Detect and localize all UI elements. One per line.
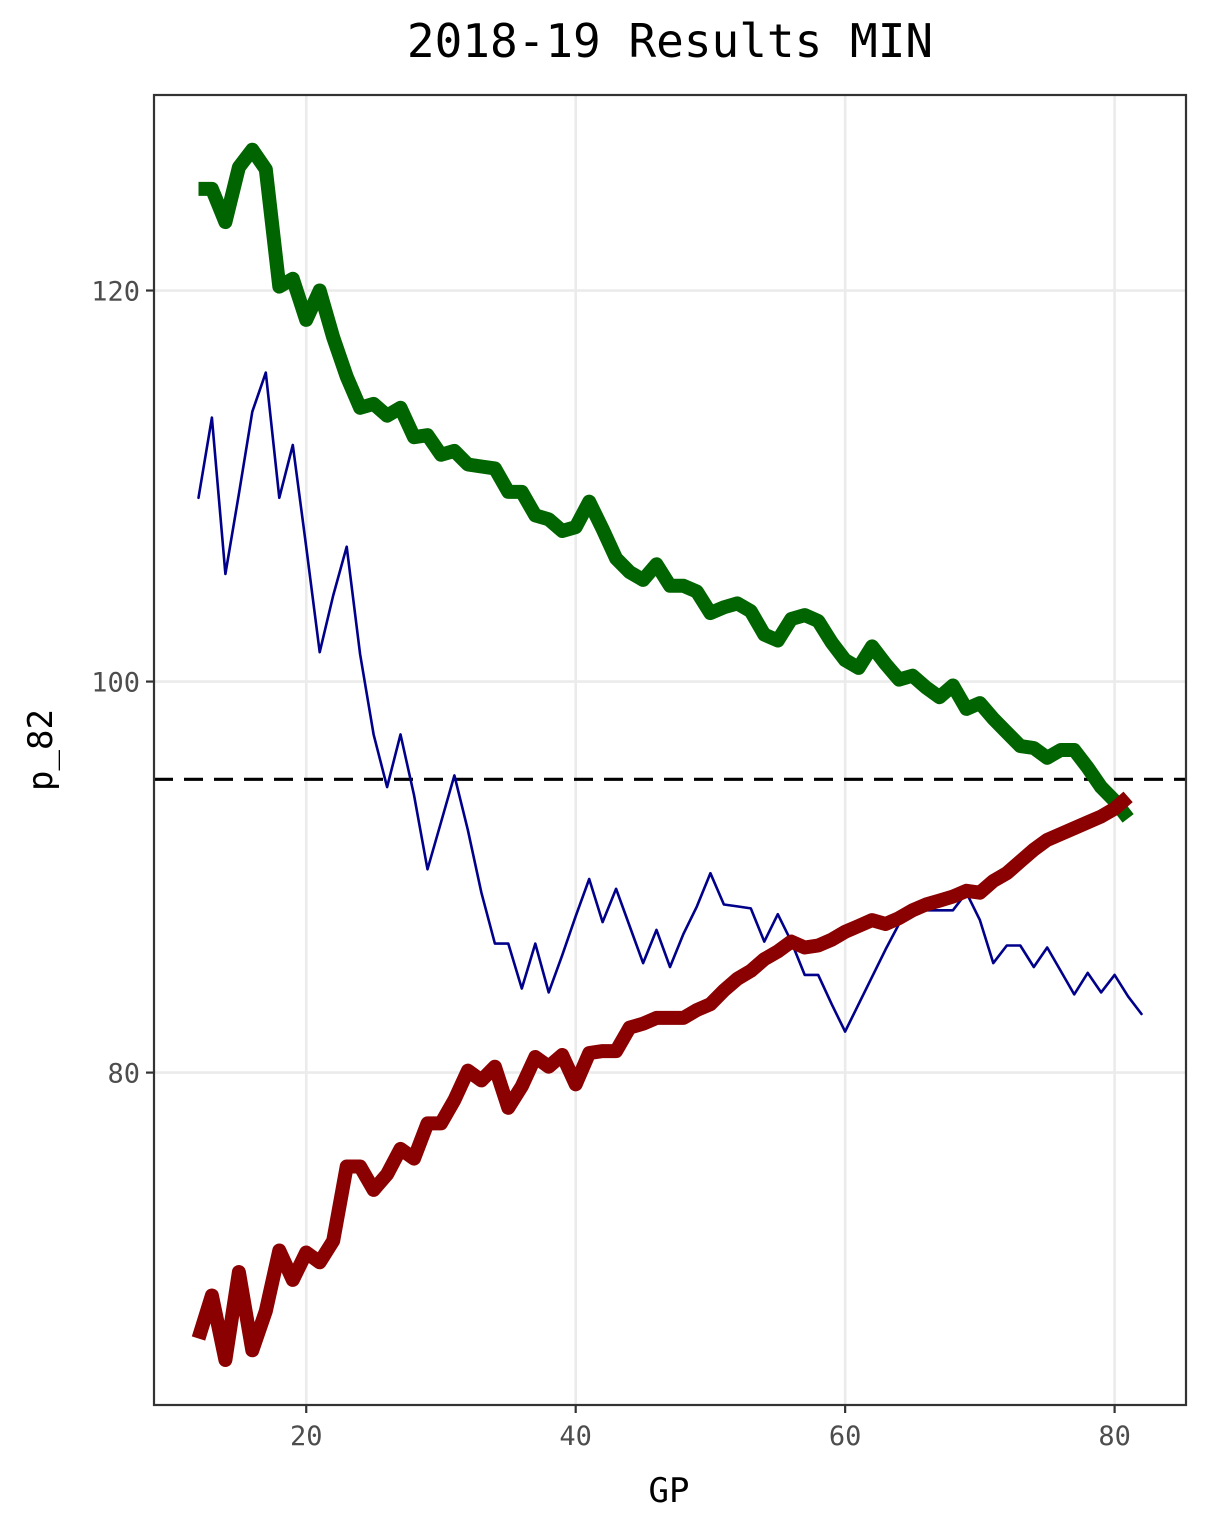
x-axis-title: GP <box>649 1471 690 1511</box>
chart-title: 2018-19 Results MIN <box>407 14 933 68</box>
series-line-2 <box>191 791 1133 1367</box>
x-tick-label: 80 <box>1098 1421 1131 1452</box>
x-tick-label: 20 <box>290 1421 323 1452</box>
series-line-0 <box>198 142 1134 823</box>
y-tick-label: 80 <box>107 1059 140 1090</box>
x-tick-label: 60 <box>829 1421 862 1452</box>
series-line-1 <box>197 371 1143 1033</box>
axis-ticks: 20 40 60 80 80 100 120 <box>91 277 1131 1452</box>
x-tick-label: 40 <box>559 1421 592 1452</box>
y-axis-title: p_82 <box>21 709 61 791</box>
series-layer <box>191 142 1143 1367</box>
y-tick-label: 120 <box>91 277 140 308</box>
panel-border <box>152 93 1188 1407</box>
y-tick-label: 100 <box>91 668 140 699</box>
